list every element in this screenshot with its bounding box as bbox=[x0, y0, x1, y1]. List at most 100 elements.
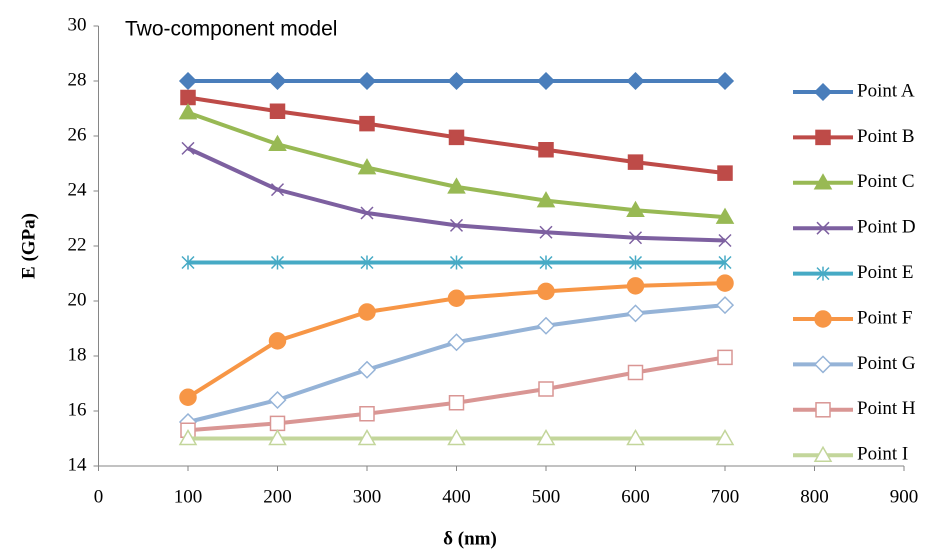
legend-marker bbox=[815, 402, 831, 418]
data-point bbox=[268, 332, 287, 350]
legend-marker bbox=[813, 173, 833, 190]
data-point bbox=[179, 388, 197, 406]
x-tick-label: 400 bbox=[442, 486, 471, 507]
data-point bbox=[626, 304, 645, 323]
data-point bbox=[539, 255, 553, 270]
data-point bbox=[627, 154, 644, 170]
legend-label: Point E bbox=[857, 262, 913, 283]
legend-label: Point A bbox=[857, 80, 915, 101]
data-point bbox=[268, 428, 287, 446]
data-point bbox=[357, 428, 377, 446]
legend-marker bbox=[815, 129, 831, 146]
data-point bbox=[358, 303, 376, 321]
y-tick-label: 30 bbox=[68, 14, 87, 35]
legend-label: Point B bbox=[857, 126, 915, 147]
data-point bbox=[357, 71, 377, 91]
y-tick-label: 22 bbox=[68, 234, 87, 255]
data-point bbox=[538, 142, 554, 158]
y-tick-label: 24 bbox=[68, 179, 88, 200]
x-tick-label: 700 bbox=[711, 486, 740, 507]
data-point bbox=[626, 428, 645, 446]
data-point bbox=[448, 395, 465, 411]
x-tick-label: 0 bbox=[94, 486, 104, 507]
data-point bbox=[181, 141, 195, 155]
data-point bbox=[270, 183, 285, 197]
x-tick-label: 900 bbox=[890, 486, 919, 507]
y-tick-label: 16 bbox=[68, 399, 87, 420]
y-tick-label: 26 bbox=[68, 124, 87, 145]
x-tick-label: 600 bbox=[621, 486, 650, 507]
data-point bbox=[268, 134, 287, 151]
data-point bbox=[628, 231, 643, 245]
data-point bbox=[269, 103, 286, 119]
data-point bbox=[715, 207, 735, 224]
legend-label: Point D bbox=[857, 217, 916, 238]
series-line bbox=[187, 355, 726, 433]
data-point bbox=[360, 255, 374, 270]
data-point bbox=[538, 381, 554, 397]
data-point bbox=[448, 129, 465, 146]
data-point bbox=[447, 177, 466, 194]
data-point bbox=[447, 71, 466, 91]
data-point bbox=[178, 428, 198, 446]
data-point bbox=[359, 406, 375, 422]
data-point bbox=[180, 89, 196, 106]
data-point bbox=[716, 274, 734, 292]
x-tick-label: 200 bbox=[263, 486, 292, 507]
data-point bbox=[626, 71, 645, 91]
y-tick-label: 14 bbox=[68, 454, 88, 475]
data-point bbox=[447, 333, 466, 352]
data-point bbox=[269, 415, 286, 432]
data-point bbox=[357, 360, 377, 379]
data-point bbox=[181, 255, 195, 270]
data-point bbox=[536, 316, 556, 335]
data-point bbox=[718, 233, 732, 248]
data-point bbox=[628, 255, 643, 270]
data-point bbox=[178, 103, 198, 120]
data-point bbox=[447, 428, 466, 446]
data-point bbox=[360, 206, 374, 220]
y-tick-label: 18 bbox=[68, 344, 87, 365]
y-tick-label: 28 bbox=[68, 69, 87, 90]
x-tick-label: 500 bbox=[532, 486, 561, 507]
legend-label: Point H bbox=[857, 398, 916, 419]
x-tick-label: 300 bbox=[353, 486, 382, 507]
data-point bbox=[447, 289, 466, 307]
legend-marker bbox=[813, 82, 833, 102]
y-tick-label: 20 bbox=[68, 289, 87, 310]
legend-marker bbox=[814, 310, 832, 328]
data-point bbox=[715, 296, 735, 315]
data-point bbox=[626, 200, 645, 217]
data-point bbox=[268, 390, 287, 410]
data-point bbox=[268, 71, 287, 91]
data-point bbox=[715, 428, 735, 446]
data-point bbox=[270, 255, 285, 270]
legend-marker bbox=[816, 221, 830, 235]
y-axis-label: E (GPa) bbox=[18, 213, 39, 279]
x-axis-label: δ (nm) bbox=[443, 528, 497, 549]
legend-marker bbox=[816, 266, 830, 281]
legend-label: Point C bbox=[857, 171, 915, 192]
data-point bbox=[357, 158, 377, 175]
data-point bbox=[359, 115, 375, 132]
data-point bbox=[536, 428, 556, 446]
chart-title: Two-component model bbox=[125, 18, 337, 41]
data-point bbox=[627, 364, 644, 381]
data-point bbox=[537, 282, 555, 301]
data-point bbox=[178, 71, 198, 91]
data-point bbox=[449, 255, 464, 270]
x-tick-label: 100 bbox=[174, 486, 203, 507]
legend-label: Point I bbox=[857, 444, 908, 465]
legend-label: Point G bbox=[857, 353, 916, 374]
data-point bbox=[717, 165, 733, 181]
data-point bbox=[718, 255, 732, 270]
legend-marker bbox=[813, 445, 833, 462]
data-point bbox=[536, 71, 556, 91]
data-point bbox=[717, 349, 733, 366]
data-point bbox=[626, 277, 645, 295]
legend-marker bbox=[813, 355, 833, 374]
data-point bbox=[536, 191, 556, 208]
data-point bbox=[715, 71, 735, 91]
legend-label: Point F bbox=[857, 307, 912, 328]
